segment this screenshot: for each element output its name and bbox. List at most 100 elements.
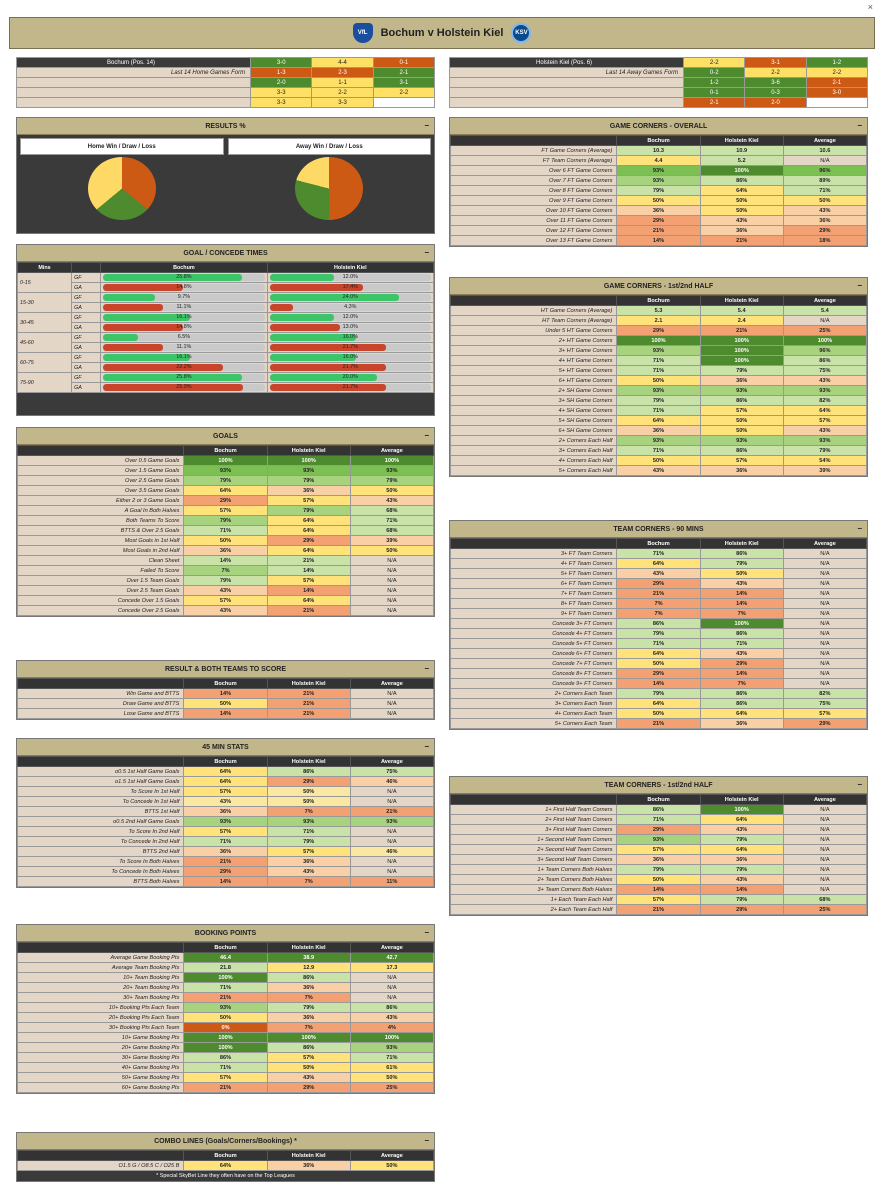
holstein-kiel-crest-icon: KSV (511, 23, 532, 43)
column-header (71, 262, 102, 273)
stat-value: 39% (782, 465, 868, 476)
stat-label: 2+ Corners Each Team (449, 688, 618, 699)
collapse-icon[interactable]: − (424, 431, 429, 440)
stat-value: 21% (616, 718, 701, 729)
goal-type-label: GF (71, 292, 102, 303)
collapse-icon[interactable]: − (857, 121, 862, 130)
stat-value: 10.9 (699, 145, 784, 156)
stat-label: 1+ Each Team Each Half (449, 894, 618, 905)
stat-label: BTTS & Over 2.5 Goals (16, 525, 185, 536)
bar-cell: 11.1% (100, 302, 268, 313)
stat-value: 64% (266, 515, 351, 526)
stat-value: 36% (266, 982, 351, 993)
stat-value: 57% (782, 708, 868, 719)
stat-value: 89% (782, 175, 868, 186)
stat-row: 3+ FT Team Corners 71% 86% N/A (449, 548, 868, 559)
form-result: 2-1 (683, 97, 746, 108)
stat-value: 57% (183, 1072, 268, 1083)
stat-value: 46% (349, 776, 435, 787)
stat-value: 36% (782, 215, 868, 226)
stat-value: 43% (183, 605, 268, 616)
column-header: Bochum (183, 678, 268, 689)
form-label: Last 14 Home Games Form (15, 67, 252, 78)
goal-bar-fill (103, 354, 190, 361)
home-form-table: Bochum (Pos. 14) 3-0 4-4 0-1 Last 14 Home Ga… (15, 57, 436, 108)
stat-label: 3+ Team Corners Both Halves (449, 884, 618, 895)
goal-bar-value: 11.1% (176, 344, 192, 350)
stat-value: 100% (616, 335, 701, 346)
stat-row: Either 2 or 3 Game Goals 29% 57% 43% (16, 495, 435, 506)
stat-row: To Score In Both Halves 21% 36% N/A (16, 856, 435, 867)
stat-value: 4% (349, 1022, 435, 1033)
stat-row: Over 6 FT Game Corners 93% 100% 96% (449, 165, 868, 176)
stat-label: 5+ Corners Each Team (449, 718, 618, 729)
collapse-icon[interactable]: − (424, 1136, 429, 1145)
column-header: Holstein Kiel (266, 1150, 351, 1161)
form-row: 3-3 3-3 (15, 97, 436, 108)
form-result: 0-2 (683, 67, 746, 78)
stat-value: 50% (616, 195, 701, 206)
stat-value: 57% (266, 495, 351, 506)
goal-bar-value: 16.0% (342, 354, 358, 360)
stat-value: 14% (266, 565, 351, 576)
stat-row: 2+ Team Corners Both Halves 50% 43% N/A (449, 874, 868, 885)
stat-row: Over 1.5 Team Goals 79% 57% N/A (16, 575, 435, 586)
stat-value: 93% (349, 816, 435, 827)
form-spacer (448, 97, 685, 108)
stat-value: 79% (699, 834, 784, 845)
goal-bar-fill (103, 384, 243, 391)
collapse-icon[interactable]: − (424, 121, 429, 130)
stat-value: 57% (782, 415, 868, 426)
collapse-icon[interactable]: − (424, 742, 429, 751)
stat-value: 7% (266, 1022, 351, 1033)
stat-value: 14% (699, 884, 784, 895)
stat-label: Concede 8+ FT Corners (449, 668, 618, 679)
stat-value: N/A (782, 598, 868, 609)
result-btts-panel: RESULT & BOTH TEAMS TO SCORE − Bochum Holst… (16, 660, 435, 720)
collapse-icon[interactable]: − (424, 664, 429, 673)
stat-value: 14% (699, 668, 784, 679)
stat-value: 29% (782, 225, 868, 236)
goal-bar-fill (103, 314, 190, 321)
stat-row: 2+ HT Game Corners 100% 100% 100% (449, 335, 868, 346)
stat-label: Over 13 FT Game Corners (449, 235, 618, 246)
stat-value: 64% (266, 525, 351, 536)
stat-value: 4.4 (616, 155, 701, 166)
panel-title: GAME CORNERS - OVERALL (609, 122, 708, 130)
stat-row: Over 11 FT Game Corners 29% 43% 36% (449, 215, 868, 226)
stat-row: 2+ First Half Team Corners 71% 64% N/A (449, 814, 868, 825)
goal-bar: 4.3% (269, 304, 431, 311)
close-icon[interactable]: × (867, 2, 873, 12)
stat-value: 29% (699, 658, 784, 669)
stat-value: 57% (183, 505, 268, 516)
collapse-icon[interactable]: − (857, 524, 862, 533)
collapse-icon[interactable]: − (857, 780, 862, 789)
form-row: Holstein Kiel (Pos. 6) 2-2 3-1 1-2 (448, 57, 869, 68)
stat-value: 36% (616, 425, 701, 436)
stat-value: 50% (616, 708, 701, 719)
stat-value: 7% (616, 598, 701, 609)
stat-row: 10+ Game Booking Pts 100% 100% 100% (16, 1032, 435, 1043)
goal-bar-fill (269, 304, 293, 311)
stat-row: Over 2.5 Team Goals 43% 14% N/A (16, 585, 435, 596)
stat-value: 36% (699, 854, 784, 865)
collapse-icon[interactable]: − (424, 928, 429, 937)
stat-value: 54% (782, 455, 868, 466)
collapse-icon[interactable]: − (424, 248, 429, 257)
form-spacer (15, 97, 252, 108)
stat-label: Over 1.5 Team Goals (16, 575, 185, 586)
bochum-crest-icon: VfL (352, 23, 373, 43)
stat-value: 93% (266, 816, 351, 827)
stat-label: 5+ HT Game Corners (449, 365, 618, 376)
stat-value: N/A (782, 804, 868, 815)
collapse-icon[interactable]: − (857, 281, 862, 290)
form-result: 2-2 (683, 57, 746, 68)
stat-value: 29% (699, 904, 784, 915)
goal-bar: 14.8% (103, 324, 265, 331)
stat-row: Over 8 FT Game Corners 79% 64% 71% (449, 185, 868, 196)
stat-row: 60+ Game Booking Pts 21% 29% 25% (16, 1082, 435, 1093)
stat-label: O1.5 G / O8.5 C / O25 B (16, 1160, 185, 1171)
goal-bar-value: 4.3% (344, 304, 357, 310)
stat-value: 79% (699, 894, 784, 905)
stats-table: Bochum Holstein Kiel Average Average Game B… (16, 942, 435, 1093)
